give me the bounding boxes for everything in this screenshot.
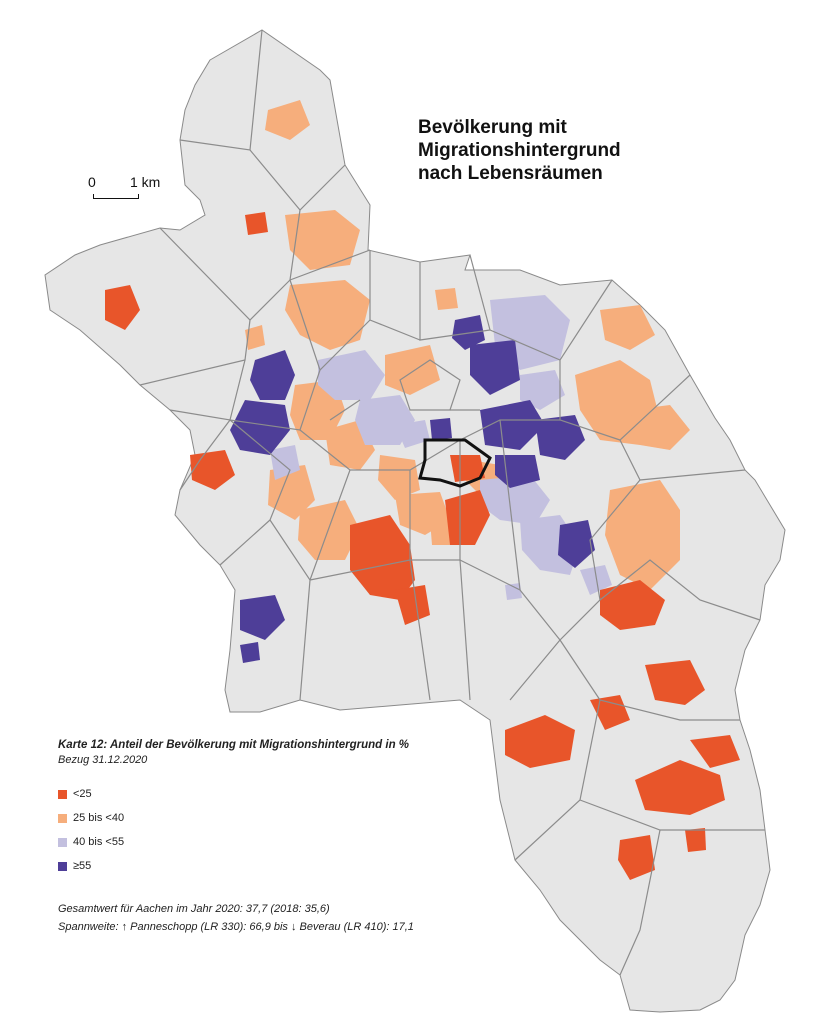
legend-item-lt25: <25 <box>58 782 498 806</box>
scale-end-label: 1 km <box>130 174 161 190</box>
legend-label-40-55: 40 bis <55 <box>73 836 125 848</box>
highlighted-district <box>418 438 492 488</box>
patches-lt25 <box>105 212 740 880</box>
district-boundaries <box>139 29 765 976</box>
scale-start-label: 0 <box>88 174 96 190</box>
map-title-line3: nach Lebensräumen <box>418 163 603 184</box>
scale-tick-start <box>93 194 94 199</box>
legend-item-ge55: ≥55 <box>58 854 498 878</box>
legend-item-40-55: 40 bis <55 <box>58 830 498 854</box>
legend-label-ge55: ≥55 <box>73 860 92 872</box>
legend-item-25-40: 25 bis <40 <box>58 806 498 830</box>
map-title: Bevölkerung mit Migrationshintergrund na… <box>418 116 621 185</box>
legend-caption: Karte 12: Anteil der Bevölkerung mit Mig… <box>58 739 410 751</box>
legend-label-lt25: <25 <box>73 788 92 800</box>
legend-footer: Gesamtwert für Aachen im Jahr 2020: 37,7… <box>58 900 498 936</box>
map-title-line2: Migrationshintergrund <box>418 140 621 161</box>
legend-swatch-40-55 <box>58 837 67 847</box>
legend-swatch-lt25 <box>58 789 67 799</box>
legend-reference: Bezug 31.12.2020 <box>58 754 148 766</box>
scale-line <box>93 198 139 199</box>
legend: Karte 12: Anteil der Bevölkerung mit Mig… <box>58 738 498 936</box>
patches-55 <box>230 315 595 663</box>
total-value-text: Gesamtwert für Aachen im Jahr 2020: 37,7… <box>58 903 330 915</box>
legend-swatch-25-40 <box>58 813 67 823</box>
scale-tick-end <box>138 194 139 199</box>
legend-label-25-40: 25 bis <40 <box>73 812 125 824</box>
legend-items: <25 25 bis <40 40 bis <55 ≥55 <box>58 782 498 878</box>
range-text: Spannweite: ↑ Panneschopp (LR 330): 66,9… <box>58 921 414 933</box>
map-title-line1: Bevölkerung mit <box>418 117 567 138</box>
legend-swatch-ge55 <box>58 861 67 871</box>
scale-bar: 0 1 km <box>86 174 176 214</box>
